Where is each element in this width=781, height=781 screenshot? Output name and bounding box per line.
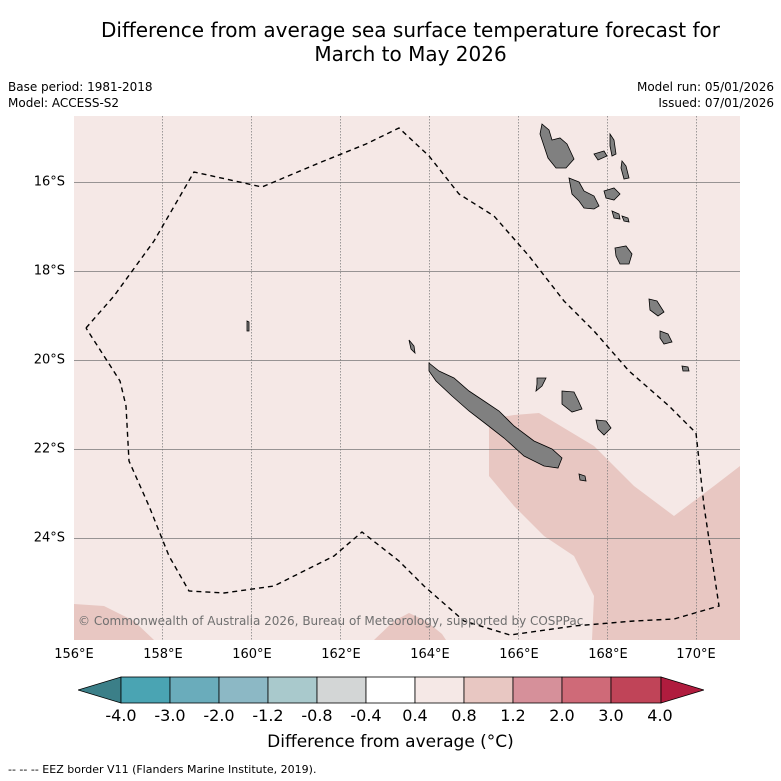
tanna bbox=[659, 330, 673, 345]
map-panel: © Commonwealth of Australia 2026, Bureau… bbox=[74, 116, 740, 640]
lat-label-24s: 24°S bbox=[33, 530, 65, 546]
model-name: Model: ACCESS-S2 bbox=[8, 96, 120, 110]
colorbar-high-extension bbox=[660, 676, 704, 704]
lon-label-156e: 156°E bbox=[54, 647, 94, 662]
erromango bbox=[648, 298, 665, 317]
map-svg bbox=[74, 116, 740, 640]
cbar-tick-label: -3.0 bbox=[154, 706, 186, 725]
colorbar-segment-3 bbox=[218, 676, 269, 704]
base-period: Base period: 1981-2018 bbox=[8, 80, 153, 94]
cbar-tick-label: -1.2 bbox=[252, 706, 284, 725]
ambrym bbox=[603, 187, 621, 201]
colorbar-segment-9 bbox=[512, 676, 563, 704]
lat-label-22s: 22°S bbox=[33, 441, 65, 457]
eez-footnote: -- -- -- EEZ border V11 (Flanders Marine… bbox=[8, 763, 317, 776]
lon-label-162e: 162°E bbox=[321, 647, 361, 662]
colorbar-segment-1 bbox=[120, 676, 171, 704]
colorbar-segment-6 bbox=[365, 676, 416, 704]
cbar-tick-label: -0.8 bbox=[301, 706, 333, 725]
title-line-2: March to May 2026 bbox=[314, 42, 507, 66]
colorbar-segment-4 bbox=[267, 676, 318, 704]
lon-gridlines bbox=[162, 116, 697, 640]
lat-label-16s: 16°S bbox=[33, 174, 65, 190]
new-caledonia-grande-terre bbox=[428, 362, 563, 469]
meta-right: Model run: 05/01/2026 Issued: 07/01/2026 bbox=[637, 79, 774, 111]
colorbar-segment-5 bbox=[316, 676, 367, 704]
lon-label-164e: 164°E bbox=[410, 647, 450, 662]
maewo bbox=[609, 132, 617, 157]
espiritu-santo bbox=[539, 123, 575, 169]
colorbar-segment-11 bbox=[610, 676, 662, 704]
colorbar bbox=[78, 676, 704, 704]
belep-islands bbox=[408, 339, 416, 355]
malo-island bbox=[593, 150, 608, 161]
cbar-tick-label: -0.4 bbox=[350, 706, 382, 725]
cbar-tick-label: 0.4 bbox=[402, 706, 428, 725]
colorbar-low-extension bbox=[78, 676, 122, 704]
anatom bbox=[681, 365, 690, 372]
lat-gridlines bbox=[74, 182, 740, 539]
lon-label-170e: 170°E bbox=[676, 647, 716, 662]
malakula bbox=[568, 177, 600, 210]
lon-label-166e: 166°E bbox=[499, 647, 539, 662]
lon-label-168e: 168°E bbox=[588, 647, 628, 662]
meta-left: Base period: 1981-2018 Model: ACCESS-S2 bbox=[8, 79, 153, 111]
lat-label-20s: 20°S bbox=[33, 352, 65, 368]
shepherd-islands bbox=[621, 215, 630, 223]
isle-of-pines bbox=[578, 473, 587, 482]
colorbar-title: Difference from average (°C) bbox=[267, 732, 514, 752]
ouvea bbox=[535, 377, 547, 392]
lon-label-160e: 160°E bbox=[232, 647, 272, 662]
colorbar-segment-7 bbox=[414, 676, 465, 704]
lat-label-18s: 18°S bbox=[33, 263, 65, 279]
chart-title: Difference from average sea surface temp… bbox=[0, 18, 781, 66]
efate bbox=[614, 245, 633, 265]
eez-border bbox=[85, 127, 720, 636]
cbar-tick-label: -2.0 bbox=[203, 706, 235, 725]
pentecost bbox=[620, 160, 630, 180]
warm-anomaly-region-south bbox=[374, 613, 446, 640]
cbar-tick-label: 2.0 bbox=[549, 706, 575, 725]
cbar-tick-label: 4.0 bbox=[647, 706, 673, 725]
issued-date: Issued: 07/01/2026 bbox=[658, 96, 774, 110]
copyright-notice: © Commonwealth of Australia 2026, Bureau… bbox=[78, 614, 584, 628]
mare bbox=[595, 419, 612, 436]
epi-island bbox=[611, 210, 621, 220]
colorbar-segment-2 bbox=[169, 676, 220, 704]
warm-anomaly-region-east bbox=[489, 413, 740, 640]
lifou bbox=[561, 390, 583, 413]
chesterfield-islet bbox=[246, 320, 250, 332]
cbar-tick-label: 3.0 bbox=[598, 706, 624, 725]
title-line-1: Difference from average sea surface temp… bbox=[100, 18, 720, 42]
cbar-tick-label: -4.0 bbox=[105, 706, 137, 725]
cbar-tick-label: 1.2 bbox=[500, 706, 526, 725]
cbar-tick-label: 0.8 bbox=[451, 706, 477, 725]
lon-label-158e: 158°E bbox=[143, 647, 183, 662]
landmasses bbox=[246, 123, 690, 482]
warm-anomaly-region-southwest bbox=[74, 604, 154, 640]
colorbar-segment-10 bbox=[561, 676, 612, 704]
model-run: Model run: 05/01/2026 bbox=[636, 80, 774, 94]
colorbar-segment-8 bbox=[463, 676, 514, 704]
